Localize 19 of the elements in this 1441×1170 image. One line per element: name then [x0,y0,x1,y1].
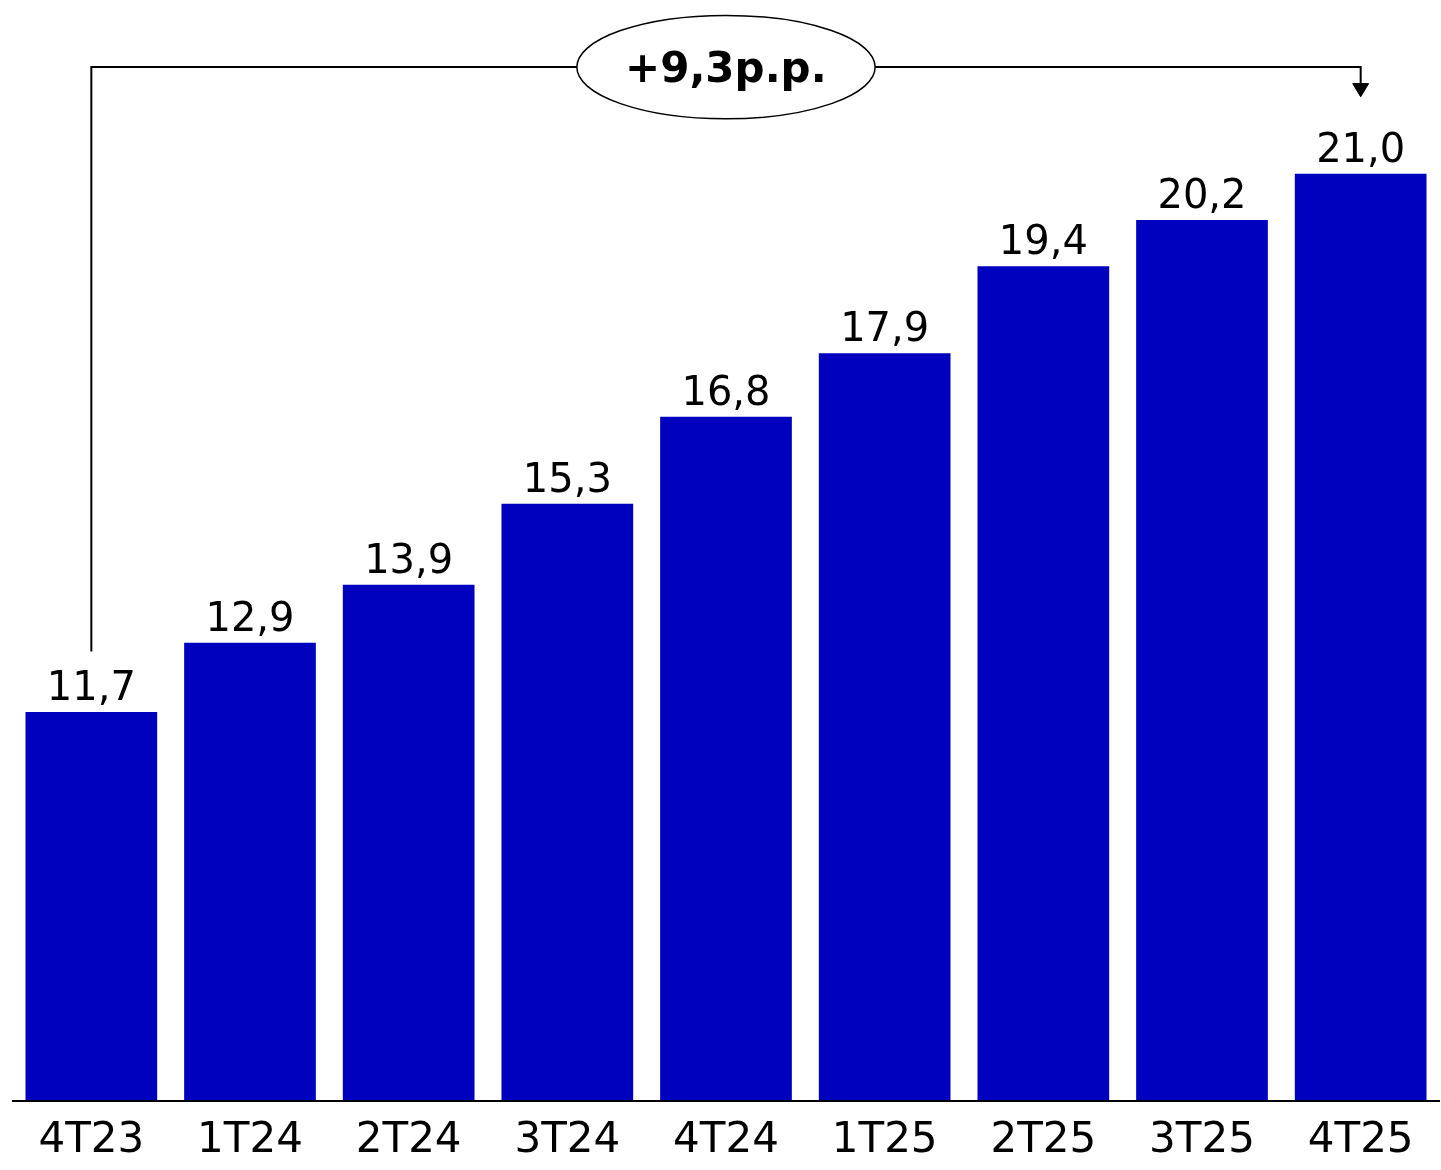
data-label: 15,3 [522,454,612,501]
data-label: 20,2 [1157,171,1247,217]
data-label: 13,9 [364,535,454,582]
data-label: 21,0 [1316,124,1406,171]
x-tick-label: 4T25 [1307,1113,1414,1163]
x-tick-label: 1T24 [197,1113,303,1163]
data-label: 19,4 [998,217,1088,264]
annotation: +9,3p.p. [625,43,827,92]
data-label: 16,8 [681,367,771,414]
x-tick-label: 4T23 [38,1113,145,1163]
data-label: 12,9 [205,593,295,640]
data-label: 11,7 [46,663,136,710]
x-tick-label: 3T25 [1149,1113,1255,1163]
data-label: 17,9 [840,304,930,351]
x-tick-label: 4T24 [673,1113,779,1163]
x-tick-label: 1T25 [831,1113,938,1163]
x-tick-label: 3T24 [514,1113,621,1163]
x-tick-label: 2T24 [355,1113,462,1163]
x-tick-label: 2T25 [990,1113,1097,1163]
